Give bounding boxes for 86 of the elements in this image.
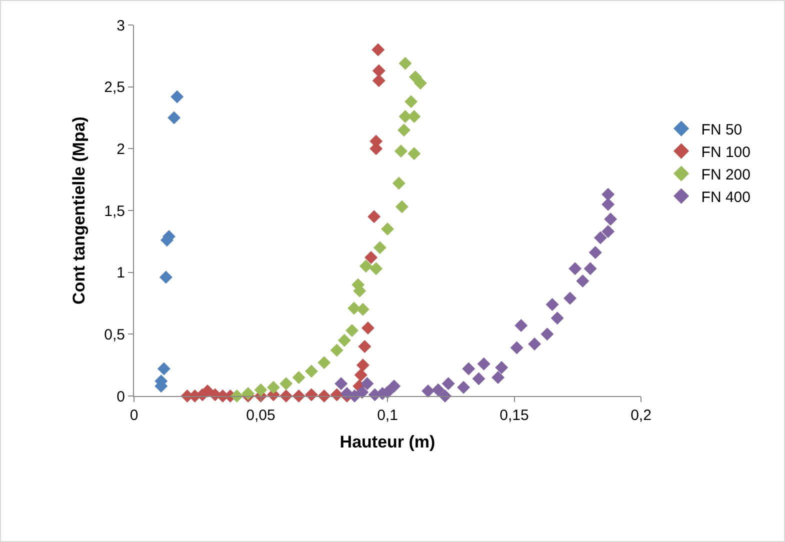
point xyxy=(398,110,412,124)
y-tick-label: 0,5 xyxy=(104,326,125,344)
point xyxy=(346,324,359,337)
point xyxy=(330,344,344,357)
point xyxy=(359,260,372,273)
point xyxy=(368,210,381,224)
point xyxy=(514,319,528,332)
legend-label: FN 400 xyxy=(701,188,750,206)
point xyxy=(564,292,577,305)
point xyxy=(584,262,597,276)
point xyxy=(266,380,280,394)
point xyxy=(242,387,255,400)
point xyxy=(280,377,293,390)
point xyxy=(397,124,410,137)
point xyxy=(540,328,554,341)
point xyxy=(318,356,331,370)
point xyxy=(442,377,455,390)
point xyxy=(408,147,421,160)
point xyxy=(528,338,542,351)
point xyxy=(372,74,386,88)
point xyxy=(432,383,445,396)
point xyxy=(370,262,383,276)
legend-label: FN 200 xyxy=(701,166,750,184)
y-tick-label: 1,5 xyxy=(104,202,125,220)
legend-label: FN 50 xyxy=(701,121,742,138)
y-axis-title: Cont tangentielle (Mpa) xyxy=(70,116,89,304)
point xyxy=(372,43,385,56)
x-tick-label: 0,2 xyxy=(630,407,652,424)
point xyxy=(495,361,508,374)
point xyxy=(373,241,386,254)
point xyxy=(356,358,370,372)
point xyxy=(602,198,615,211)
y-tick-label: 2 xyxy=(116,140,125,158)
y-tick-label: 1 xyxy=(116,264,125,282)
point xyxy=(356,302,370,316)
point xyxy=(477,357,490,370)
x-axis-title: Hauteur (m) xyxy=(340,432,436,452)
y-tick-label: 2,5 xyxy=(104,79,125,96)
point xyxy=(510,341,524,354)
point xyxy=(334,377,348,390)
x-tick-label: 0 xyxy=(130,407,138,424)
point xyxy=(254,383,268,396)
point xyxy=(594,231,607,244)
point xyxy=(381,222,394,236)
y-tick-label: 3 xyxy=(116,17,125,34)
point xyxy=(395,200,408,214)
point xyxy=(550,312,564,325)
point xyxy=(408,110,421,124)
point xyxy=(492,370,505,384)
point xyxy=(356,386,369,399)
point xyxy=(588,246,602,260)
point xyxy=(170,90,184,104)
point xyxy=(398,56,412,70)
point xyxy=(408,70,422,84)
point xyxy=(568,262,582,276)
point xyxy=(422,384,435,398)
point xyxy=(364,250,378,264)
point xyxy=(159,270,172,284)
point xyxy=(157,362,170,376)
x-tick-label: 0,05 xyxy=(246,407,276,424)
point xyxy=(462,362,476,376)
point xyxy=(168,111,181,124)
point xyxy=(604,212,618,226)
point xyxy=(292,370,306,384)
point xyxy=(360,377,374,390)
x-tick-label: 0,1 xyxy=(377,407,398,424)
point xyxy=(354,368,368,382)
point xyxy=(348,302,361,315)
point xyxy=(394,144,408,158)
point xyxy=(472,372,486,386)
point xyxy=(358,340,372,354)
point xyxy=(602,188,615,201)
point xyxy=(304,364,318,378)
point xyxy=(392,176,406,190)
x-tick-label: 0,15 xyxy=(500,407,529,424)
point xyxy=(576,274,590,288)
point xyxy=(372,64,386,78)
point xyxy=(457,380,470,394)
y-tick-label: 0 xyxy=(116,388,125,406)
point xyxy=(404,95,418,108)
point xyxy=(361,321,374,334)
legend-label: FN 100 xyxy=(701,144,750,161)
point xyxy=(602,225,615,238)
point xyxy=(546,298,559,311)
point xyxy=(388,380,401,393)
point xyxy=(338,334,351,347)
